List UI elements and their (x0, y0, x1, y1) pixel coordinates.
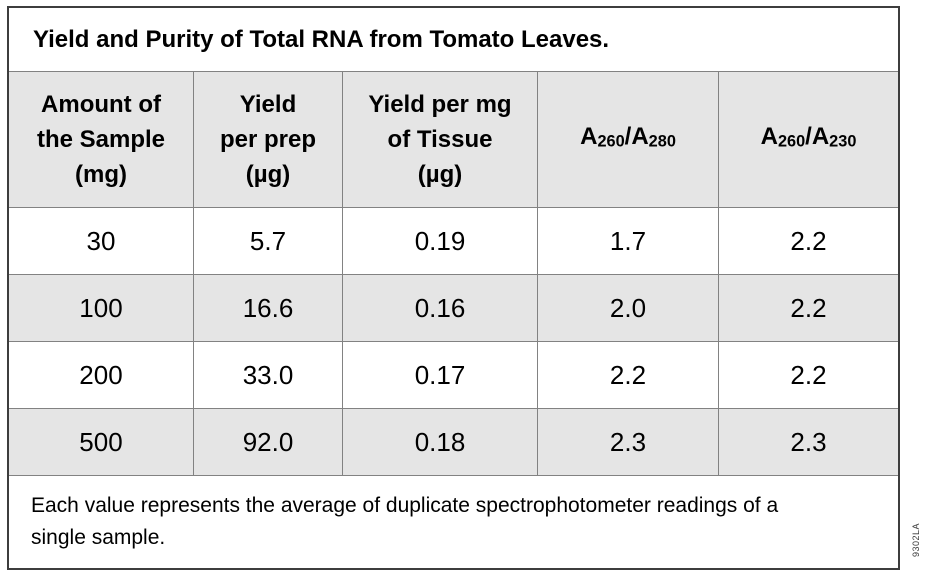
header-line: A260/A230 (760, 123, 857, 151)
table-grid: Amount of the Sample (mg) Yield per prep (µg)… (9, 72, 898, 476)
header-line: Yield (239, 91, 297, 118)
table-cell: 2.0 (537, 275, 718, 342)
table-cell: 0.19 (342, 208, 537, 275)
header-line: (mg) (75, 161, 127, 188)
rna-yield-purity-table: Yield and Purity of Total RNA from Tomat… (7, 6, 900, 570)
table-cell: 2.2 (718, 275, 898, 342)
table-cell: 2.2 (718, 342, 898, 409)
header-line: Yield per mg (368, 91, 512, 118)
header-line: A260/A280 (580, 123, 676, 151)
table-cell: 1.7 (537, 208, 718, 275)
header-line: the Sample (36, 126, 166, 153)
header-line: per prep (219, 126, 317, 153)
figure-code: 9302LA (905, 508, 927, 572)
table-cell: 5.7 (193, 208, 342, 275)
table-cell: 0.16 (342, 275, 537, 342)
column-header-a260-a280: A260/A280 (537, 72, 718, 208)
table-cell: 100 (9, 275, 193, 342)
table-cell: 30 (9, 208, 193, 275)
table-cell: 500 (9, 409, 193, 476)
table-cell: 0.18 (342, 409, 537, 476)
header-line: of Tissue (387, 126, 493, 153)
column-header-a260-a230: A260/A230 (718, 72, 898, 208)
header-line: (µg) (417, 161, 463, 188)
table-footnote: Each value represents the average of dup… (9, 476, 898, 553)
figure-code-text: 9302LA (911, 522, 921, 558)
column-header-yield-per-prep: Yield per prep (µg) (193, 72, 342, 208)
footnote-text: Each value represents the average of dup… (31, 494, 779, 549)
table-cell: 33.0 (193, 342, 342, 409)
table-cell: 2.3 (537, 409, 718, 476)
header-line: (µg) (245, 161, 291, 188)
table-cell: 2.2 (537, 342, 718, 409)
table-cell: 0.17 (342, 342, 537, 409)
column-header-amount-of-sample: Amount of the Sample (mg) (9, 72, 193, 208)
table-cell: 2.3 (718, 409, 898, 476)
table-cell: 200 (9, 342, 193, 409)
header-line: Amount of (41, 91, 161, 118)
table-title-row: Yield and Purity of Total RNA from Tomat… (9, 8, 898, 72)
column-header-yield-per-mg-tissue: Yield per mg of Tissue (µg) (342, 72, 537, 208)
table-cell: 92.0 (193, 409, 342, 476)
table-cell: 16.6 (193, 275, 342, 342)
table-cell: 2.2 (718, 208, 898, 275)
table-title: Yield and Purity of Total RNA from Tomat… (33, 25, 610, 53)
